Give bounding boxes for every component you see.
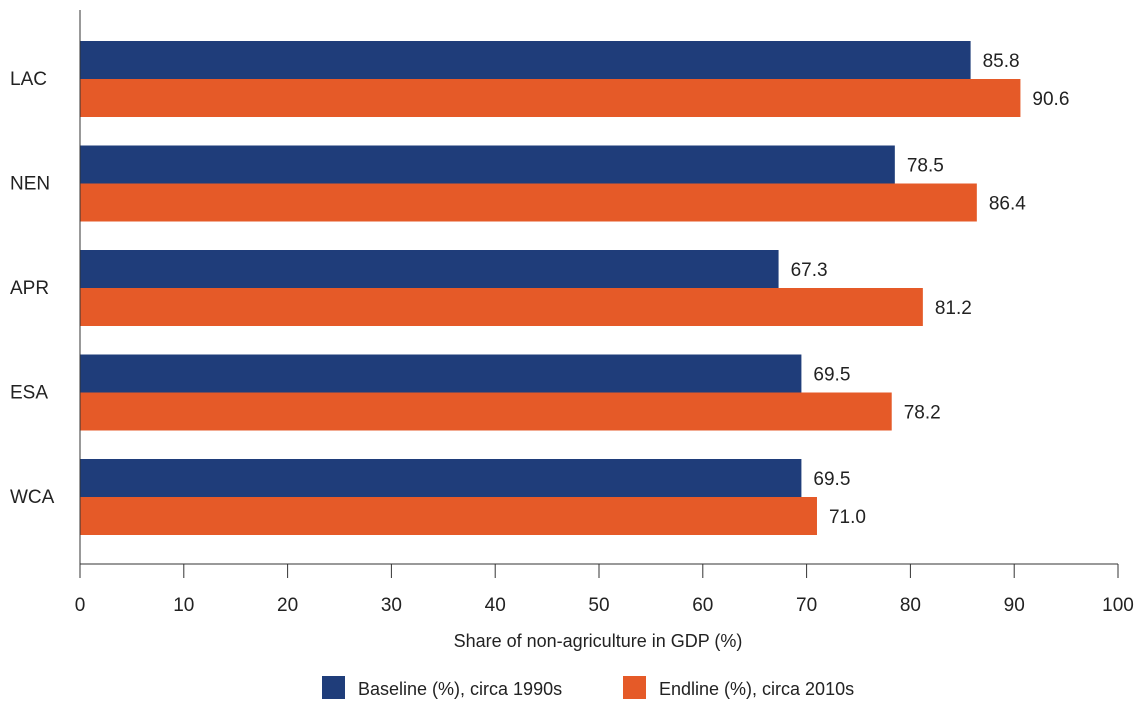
x-ticks-group: 0 10 20 30 40 50 60 70 80 90 100: [75, 564, 1134, 616]
data-label-esa-baseline: 69.5: [813, 365, 850, 386]
legend-swatch-endline: [623, 676, 646, 699]
bar-esa-endline: [80, 392, 892, 431]
bar-nen-baseline: [80, 145, 895, 184]
x-tick-label-80: 80: [900, 595, 921, 616]
bar-wca-endline: [80, 497, 817, 535]
x-axis-title: Share of non-agriculture in GDP (%): [454, 631, 743, 651]
x-tick-label-70: 70: [796, 595, 817, 616]
x-tick-label-10: 10: [173, 595, 194, 616]
data-label-lac-baseline: 85.8: [983, 51, 1020, 72]
x-tick-label-90: 90: [1004, 595, 1025, 616]
x-tick-label-100: 100: [1102, 595, 1134, 616]
data-label-nen-baseline: 78.5: [907, 156, 944, 177]
legend-label-endline: Endline (%), circa 2010s: [659, 679, 854, 699]
data-label-apr-endline: 81.2: [935, 298, 972, 319]
legend-label-baseline: Baseline (%), circa 1990s: [358, 679, 562, 699]
category-labels-group: LAC NEN APR ESA WCA: [10, 69, 55, 508]
data-label-lac-endline: 90.6: [1032, 89, 1069, 110]
x-tick-label-50: 50: [588, 595, 609, 616]
data-label-wca-baseline: 69.5: [813, 469, 850, 490]
bar-nen-endline: [80, 183, 977, 222]
data-label-nen-endline: 86.4: [989, 194, 1026, 215]
bar-lac-baseline: [80, 41, 971, 79]
data-label-apr-baseline: 67.3: [791, 260, 828, 281]
data-label-esa-endline: 78.2: [904, 403, 941, 424]
x-tick-label-30: 30: [381, 595, 402, 616]
category-label-lac: LAC: [10, 69, 47, 90]
data-labels-group: 85.8 90.6 78.5 86.4 67.3 81.2 69.5 78.2 69.5 71.0: [791, 51, 1070, 528]
bar-apr-baseline: [80, 250, 779, 288]
legend: Baseline (%), circa 1990s Endline (%), ci…: [322, 676, 854, 699]
category-label-nen: NEN: [10, 174, 50, 195]
bar-lac-endline: [80, 79, 1021, 117]
legend-swatch-baseline: [322, 676, 345, 699]
category-label-apr: APR: [10, 278, 49, 299]
bars-group: [80, 41, 1021, 535]
category-label-esa: ESA: [10, 383, 48, 404]
x-tick-label-0: 0: [75, 595, 86, 616]
x-tick-label-40: 40: [485, 595, 506, 616]
x-tick-label-60: 60: [692, 595, 713, 616]
x-tick-label-20: 20: [277, 595, 298, 616]
category-label-wca: WCA: [10, 487, 55, 508]
bar-apr-endline: [80, 288, 923, 326]
bar-esa-baseline: [80, 354, 802, 393]
bar-wca-baseline: [80, 459, 802, 497]
data-label-wca-endline: 71.0: [829, 507, 866, 528]
